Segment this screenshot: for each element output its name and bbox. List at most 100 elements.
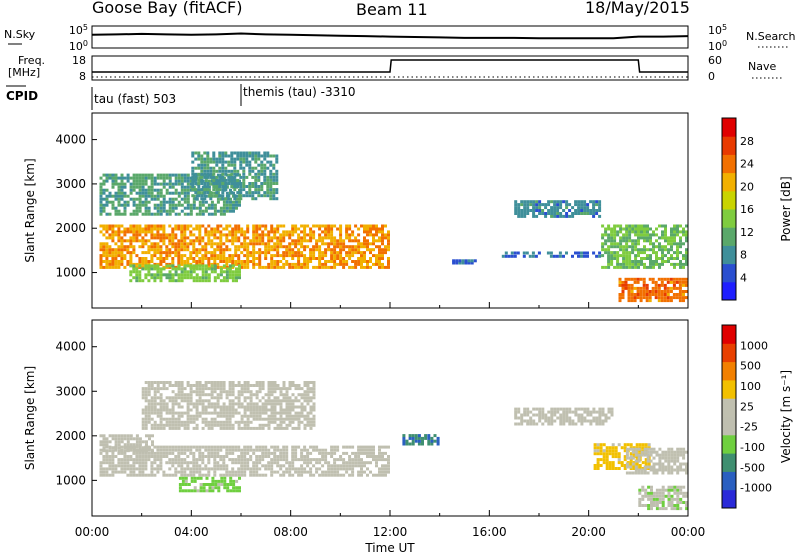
power-cell — [669, 277, 673, 281]
power-cell — [229, 206, 232, 210]
power-cell — [682, 299, 685, 303]
power-cell — [114, 212, 118, 216]
velocity-cell — [614, 467, 618, 470]
power-cell — [219, 239, 223, 243]
velocity-cell — [596, 449, 600, 453]
velocity-cell — [181, 489, 185, 493]
power-cell — [269, 163, 273, 167]
power-cell — [273, 242, 277, 246]
velocity-cell — [243, 411, 247, 415]
power-cell — [135, 209, 139, 213]
power-cell — [682, 230, 685, 234]
velocity-cell — [641, 494, 645, 498]
velocity-cell — [664, 459, 668, 463]
power-cell — [123, 185, 127, 189]
power-cell — [345, 230, 349, 234]
power-cell — [177, 200, 181, 204]
velocity-cell — [285, 458, 289, 462]
velocity-cell — [168, 417, 172, 421]
power-cell — [165, 273, 169, 277]
power-cell — [613, 233, 617, 237]
power-cell — [180, 276, 184, 280]
power-cell — [333, 251, 337, 255]
power-cell — [534, 254, 538, 258]
power-cell — [102, 242, 106, 246]
power-cell — [212, 188, 216, 192]
power-cell — [153, 227, 157, 231]
velocity-cell — [192, 420, 196, 424]
velocity-cell — [541, 422, 545, 426]
power-cell — [345, 233, 349, 237]
time-tick-label: 20:00 — [571, 525, 606, 539]
velocity-cell — [243, 426, 247, 430]
power-cell — [239, 151, 243, 155]
velocity-ytick-label: 4000 — [55, 340, 86, 354]
freq-frame — [91, 55, 689, 81]
velocity-cell — [156, 408, 160, 412]
power-cell — [177, 176, 181, 180]
velocity-cell — [234, 458, 238, 462]
power-cell — [666, 277, 670, 281]
velocity-cell — [258, 473, 262, 477]
velocity-cell — [652, 494, 656, 498]
power-cell — [532, 214, 536, 218]
power-cell — [312, 224, 316, 228]
power-cell — [183, 212, 187, 216]
power-cell — [236, 169, 240, 173]
power-cell — [678, 293, 682, 296]
power-cell — [186, 236, 190, 240]
power-cell — [135, 185, 139, 189]
power-cell — [651, 293, 655, 296]
power-cell — [206, 163, 210, 167]
power-cell — [111, 200, 115, 204]
power-cell — [108, 212, 112, 216]
power-cell — [174, 233, 178, 237]
power-cell — [135, 203, 139, 207]
velocity-cell — [246, 461, 250, 465]
velocity-cell — [610, 410, 614, 414]
power-cell — [141, 176, 145, 180]
power-cell — [186, 200, 190, 204]
power-cell — [327, 224, 331, 228]
power-cell — [224, 160, 228, 164]
velocity-cell — [207, 405, 211, 409]
velocity-cell — [234, 445, 238, 449]
velocity-cell — [568, 422, 572, 426]
velocity-cell — [321, 470, 325, 474]
velocity-cell — [111, 437, 115, 441]
power-cell — [210, 251, 214, 255]
velocity-cell — [417, 436, 421, 440]
power-cell — [212, 166, 216, 170]
velocity-cell — [159, 420, 163, 424]
velocity-cell — [147, 411, 151, 415]
power-cell — [366, 233, 369, 237]
velocity-cell — [162, 448, 166, 452]
power-cell — [194, 197, 198, 201]
velocity-cell — [168, 458, 172, 462]
power-cell — [206, 166, 210, 170]
power-cell — [618, 293, 622, 296]
velocity-cell — [309, 381, 313, 384]
power-cell — [631, 242, 635, 246]
power-cell — [180, 182, 184, 186]
power-cell — [670, 248, 673, 252]
velocity-cell — [617, 452, 621, 456]
power-cell — [221, 194, 225, 198]
power-cell — [237, 257, 241, 260]
velocity-cell — [156, 448, 160, 452]
power-cell — [384, 248, 387, 252]
velocity-cell — [153, 405, 157, 409]
velocity-cell — [288, 414, 292, 418]
velocity-cell — [141, 473, 145, 477]
power-cell — [180, 239, 184, 243]
power-cell — [156, 233, 160, 237]
velocity-cell — [658, 468, 662, 472]
velocity-cell — [210, 384, 214, 387]
power-cell — [270, 245, 274, 249]
velocity-cell — [351, 445, 355, 449]
power-cell — [203, 166, 207, 170]
power-cell — [616, 262, 620, 266]
velocity-cell — [228, 473, 232, 477]
power-cell — [224, 172, 228, 176]
velocity-cell — [207, 455, 211, 458]
